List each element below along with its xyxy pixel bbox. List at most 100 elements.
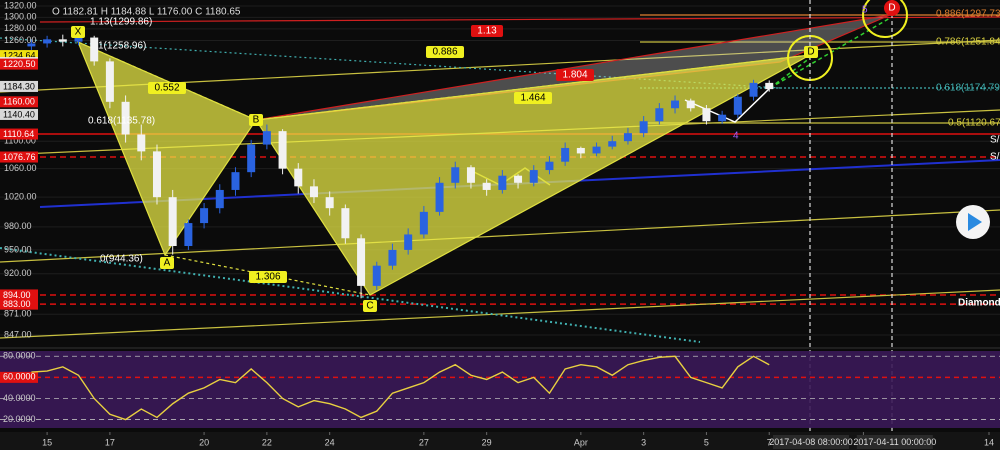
candle-body	[121, 101, 130, 135]
candle-body	[184, 223, 193, 247]
candle-body	[466, 167, 475, 183]
annotation-box	[514, 92, 552, 104]
cursor-label: 2017-04-11 00:00:00	[853, 437, 936, 447]
x-tick-label: 22	[262, 437, 272, 447]
annotation: D	[888, 3, 895, 14]
x-tick-label: 14	[984, 437, 994, 447]
wave-line	[684, 87, 771, 123]
annotation-box	[426, 46, 464, 58]
annotation-box	[160, 257, 174, 269]
annotation: C	[366, 301, 373, 312]
candle-body	[247, 144, 256, 173]
x-tick-label: 27	[419, 437, 429, 447]
play-button[interactable]	[956, 205, 990, 239]
rsi-tick-label: 80.0000	[3, 351, 36, 361]
annotation: 1.306	[255, 272, 280, 283]
annotation-box	[363, 300, 377, 312]
candle-body	[765, 82, 774, 90]
x-tick-label: 5	[704, 437, 709, 447]
x-tick-label: 15	[42, 437, 52, 447]
price-tag-label: 1160.00	[3, 97, 35, 107]
y-tick-label: 1280.00	[4, 23, 37, 33]
pattern-line	[77, 41, 257, 121]
annotation: X	[75, 27, 82, 38]
candle-body	[90, 37, 99, 62]
price-tag	[0, 50, 38, 62]
annotations: X A B C D D 1.13(1299.86) 1(1258.96) 0.618(1135.…	[71, 0, 1000, 312]
annotation: 0(944.36)	[100, 254, 143, 265]
annotation: B	[253, 115, 260, 126]
y-tick-label: 920.00	[4, 268, 32, 278]
candle-body	[372, 265, 381, 286]
price-tag-label: 1184.30	[3, 81, 35, 91]
price-tag-label: 883.00	[3, 299, 31, 309]
price-tag	[0, 289, 38, 301]
target-circle	[862, 0, 908, 38]
price-tag	[0, 96, 38, 108]
candle-body	[451, 167, 460, 183]
candle-body	[702, 108, 711, 122]
rsi-panel	[0, 351, 1000, 428]
x-tick-label: 3	[641, 437, 646, 447]
y-tick-label: 1300.00	[4, 12, 37, 22]
rsi-tick-label: 20.0000	[3, 414, 36, 424]
candle-body	[419, 211, 428, 235]
candle-body	[325, 197, 334, 209]
x-axis-bar	[0, 432, 1000, 450]
x-tick-label: 29	[482, 437, 492, 447]
annotation: D	[807, 47, 814, 58]
annotation-box	[249, 271, 287, 283]
candle-body	[404, 234, 413, 250]
x-tick-label: 17	[105, 437, 115, 447]
annotation: 4	[733, 131, 739, 142]
candle-body	[498, 175, 507, 190]
cursor-tag	[856, 435, 933, 449]
x-tick-label: 24	[325, 437, 335, 447]
candle-body	[262, 131, 271, 145]
candle-body	[733, 96, 742, 115]
candle-body	[561, 147, 570, 162]
candle-body	[388, 249, 397, 266]
annotation: 0.618(1174.79)	[936, 83, 1000, 94]
candle-body	[576, 147, 585, 154]
rsi-tick-label: 60.0000	[3, 372, 36, 382]
y-tick-label: 1320.00	[4, 0, 37, 10]
price-tag	[0, 80, 38, 92]
x-tick-label: 20	[199, 437, 209, 447]
candle-body	[357, 238, 366, 286]
projection-arrow	[769, 17, 891, 89]
candle-body	[137, 134, 146, 152]
rsi-tag	[0, 371, 38, 383]
candle-body	[215, 189, 224, 209]
candle-body	[482, 182, 491, 190]
y-tick-label: 1100.00	[4, 136, 36, 146]
price-tag-label: 1220.50	[3, 59, 36, 69]
candle-body	[608, 141, 617, 147]
y-tick-label: 871.00	[4, 309, 32, 319]
annotation-box	[71, 26, 85, 38]
price-tag-label: 1110.64	[3, 129, 34, 139]
annotation: A	[164, 258, 171, 269]
candle-body	[27, 43, 36, 47]
y-tick-label: 950.00	[4, 244, 32, 254]
annotation: 0.886	[432, 47, 457, 58]
candle-body	[105, 61, 114, 102]
candle-body	[74, 37, 83, 42]
price-tag-label: 894.00	[3, 290, 31, 300]
candle-body	[168, 197, 177, 247]
candle-body	[43, 39, 52, 44]
annotation: 1.13(1299.86)	[90, 17, 152, 28]
pattern-line	[255, 54, 811, 121]
candle-body	[671, 100, 680, 109]
candle-body	[545, 161, 554, 171]
candle-body	[639, 121, 648, 134]
candle-body	[514, 175, 523, 183]
candle-body	[200, 208, 209, 224]
candle-body	[592, 146, 601, 154]
y-tick-label: 1260.00	[4, 35, 37, 45]
annotation: 5	[862, 5, 868, 16]
play-icon[interactable]	[968, 213, 982, 231]
candle-body	[623, 133, 632, 142]
price-tag	[0, 108, 38, 120]
